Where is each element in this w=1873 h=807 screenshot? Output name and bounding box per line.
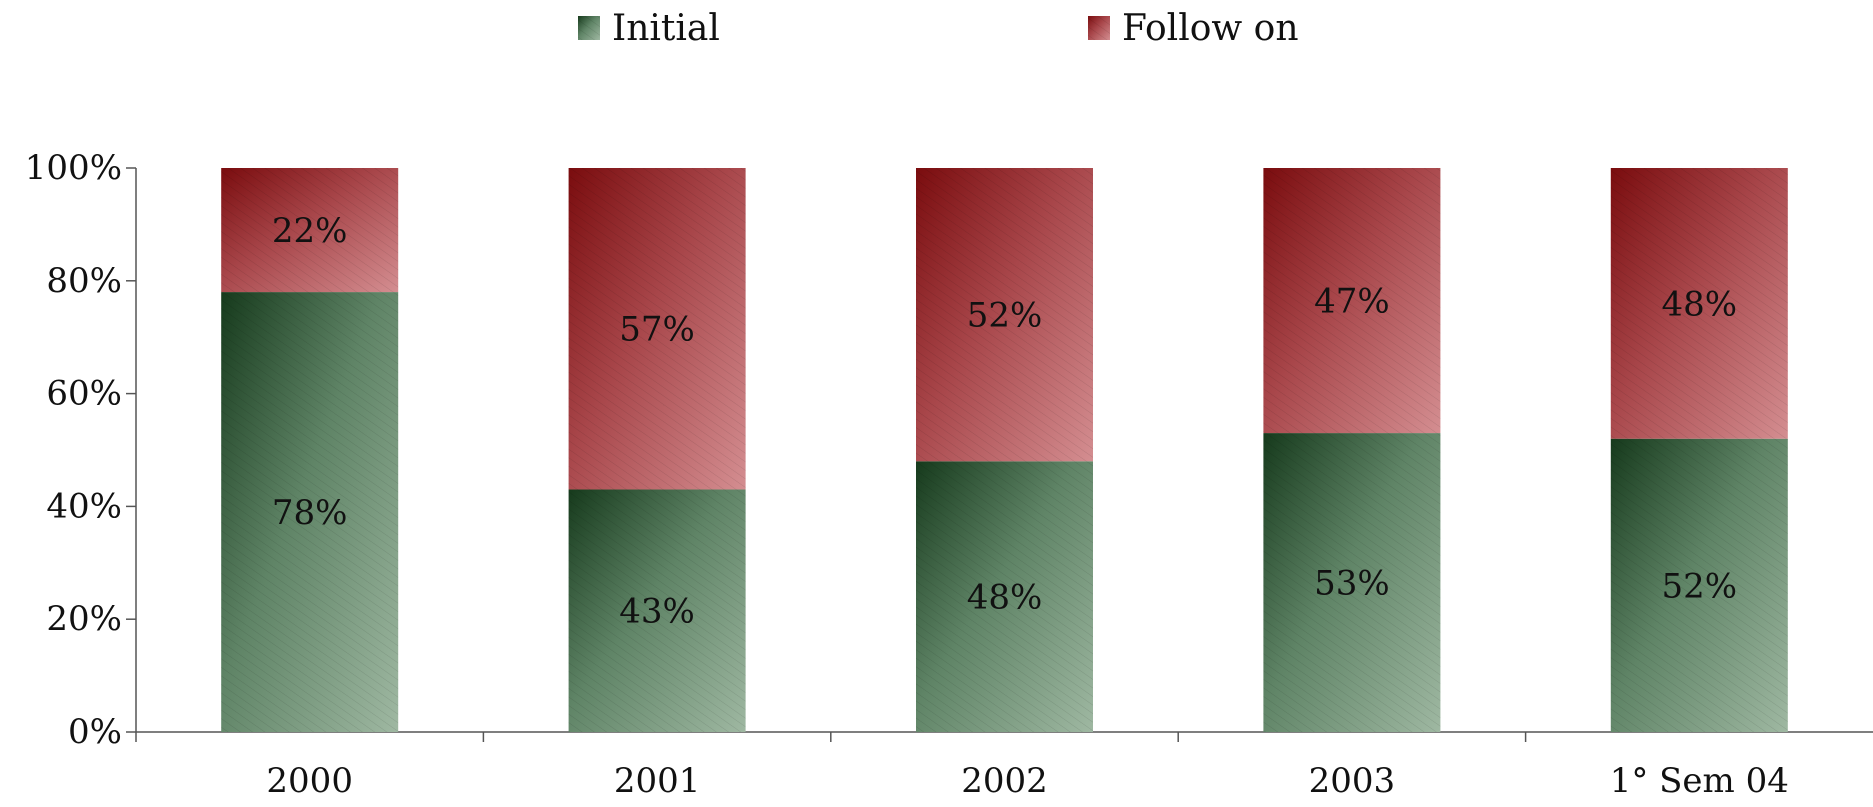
- bar-hatch: [1263, 168, 1441, 434]
- bar-hatch: [1263, 433, 1441, 732]
- data-label: 43%: [619, 592, 695, 632]
- x-category-label: 2000: [266, 761, 353, 801]
- y-tick-label: 20%: [46, 599, 122, 639]
- data-label: 78%: [272, 493, 348, 533]
- y-tick-label: 40%: [46, 486, 122, 526]
- x-category-label: 1° Sem 04: [1610, 761, 1789, 801]
- bar-hatch: [568, 168, 746, 490]
- x-axis: 2000 2001 2002 2003 1° Sem 04: [135, 731, 1873, 801]
- x-category-label: 2002: [961, 761, 1048, 801]
- legend-item-initial: Initial: [578, 8, 720, 49]
- data-label: 47%: [1314, 282, 1390, 322]
- legend-item-follow-on: Follow on: [1088, 8, 1299, 49]
- legend-label: Initial: [612, 8, 720, 49]
- data-labels: 78% 22% 43% 57% 48% 52% 53% 47% 52% 48%: [272, 211, 1737, 632]
- data-label: 48%: [1662, 284, 1738, 324]
- y-tick-label: 0%: [68, 712, 122, 752]
- legend-swatch-hatch: [578, 16, 600, 40]
- y-tick-label: 80%: [46, 261, 122, 301]
- bar-hatch: [1610, 168, 1788, 439]
- bars: [221, 168, 1788, 732]
- data-label: 52%: [967, 296, 1043, 336]
- legend-label: Follow on: [1122, 8, 1299, 49]
- data-label: 57%: [619, 310, 695, 350]
- legend-swatch-hatch: [1088, 16, 1110, 40]
- x-category-label: 2001: [614, 761, 701, 801]
- bar-hatch: [221, 168, 399, 293]
- x-category-label: 2003: [1309, 761, 1396, 801]
- data-label: 22%: [272, 211, 348, 251]
- data-label: 53%: [1314, 564, 1390, 604]
- bar-hatch: [916, 461, 1093, 732]
- y-axis: 0% 20% 40% 60% 80% 100%: [25, 148, 137, 752]
- y-tick-label: 60%: [46, 374, 122, 414]
- bar-hatch: [916, 168, 1093, 462]
- legend: Initial Follow on: [578, 8, 1299, 49]
- bar-hatch: [568, 489, 746, 732]
- data-label: 52%: [1662, 566, 1738, 606]
- data-label: 48%: [967, 578, 1043, 618]
- bar-hatch: [221, 292, 399, 732]
- bar-hatch: [1610, 438, 1788, 732]
- y-tick-label: 100%: [25, 148, 122, 188]
